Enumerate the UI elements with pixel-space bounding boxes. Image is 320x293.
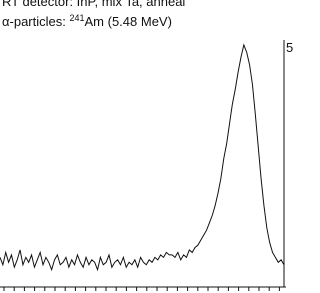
annotation-superscript: 241 (69, 13, 84, 23)
annotation-part: α-particles: (2, 14, 69, 29)
x-axis-ticks (3, 287, 280, 291)
annotation: α-particles: 241Am (5.48 MeV) (2, 13, 172, 29)
spectrum-line (0, 43, 285, 272)
annotation: RT detector: InP, mix Ta, anneal (2, 0, 185, 9)
annotation: 5 (286, 40, 293, 55)
annotation-part: Am (5.48 MeV) (85, 14, 172, 29)
chart: RT detector: InP, mix Ta, anneal α-parti… (0, 0, 293, 291)
